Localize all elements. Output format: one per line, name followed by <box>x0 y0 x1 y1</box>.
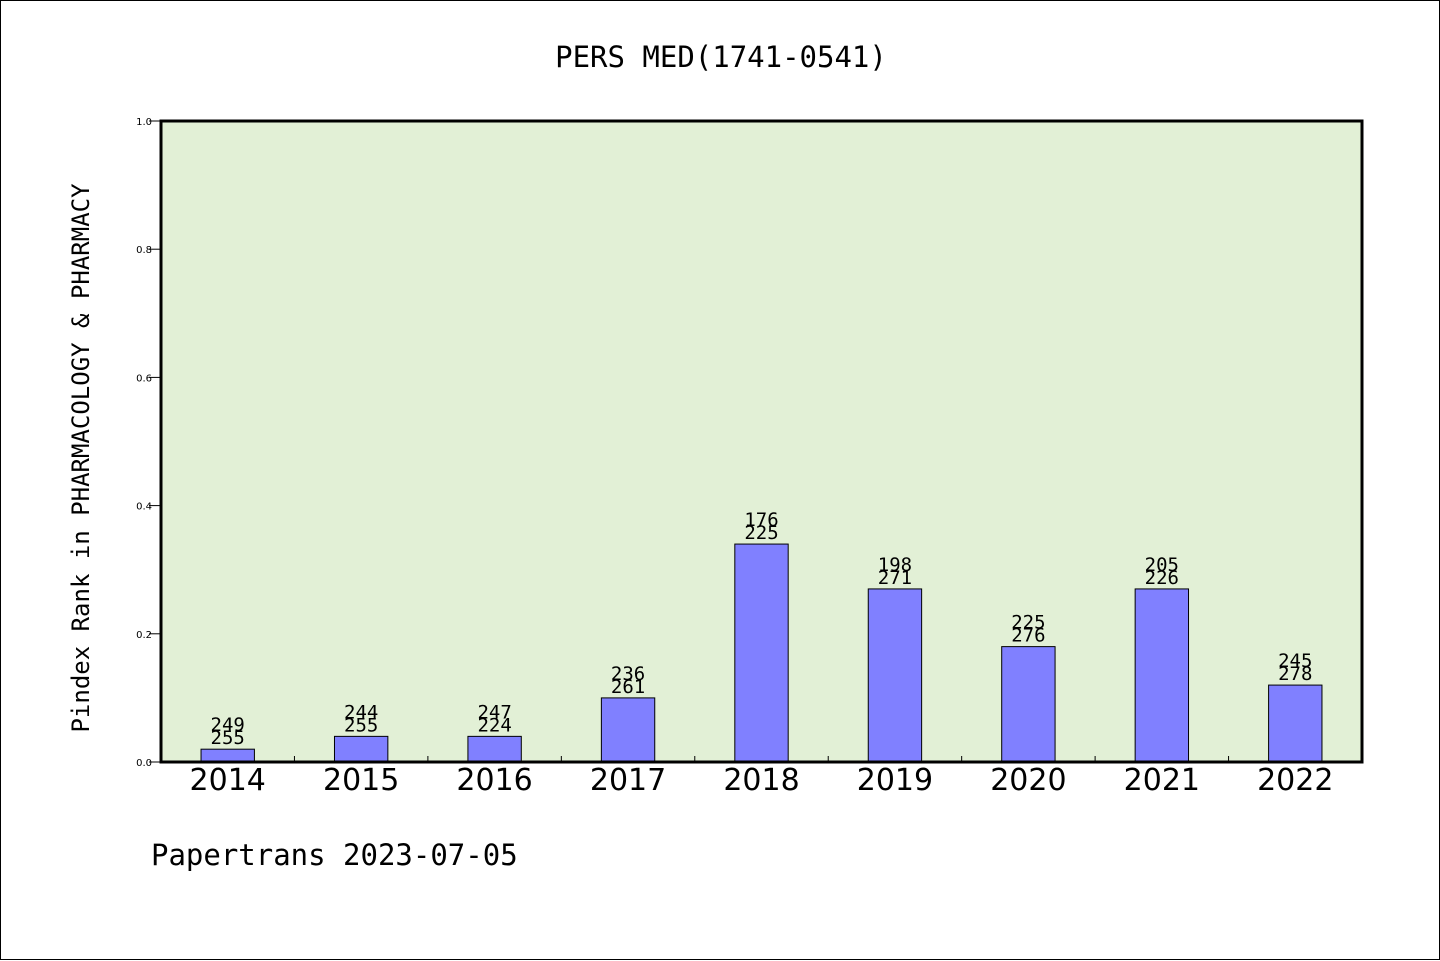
bar-label-bottom-2021: 226 <box>1145 567 1179 589</box>
bar-label-top-2016: 247 <box>477 701 511 723</box>
x-tick-label-2016: 2016 <box>456 763 532 798</box>
bar-2022 <box>1268 684 1323 763</box>
bar-label-top-2015: 244 <box>344 701 378 723</box>
bar-label-bottom-2018: 225 <box>744 522 778 544</box>
bars-group <box>200 543 1323 763</box>
y-tick-label: 0.4 <box>136 502 152 513</box>
y-axis-label: Pindex Rank in PHARMACOLOGY & PHARMACY <box>67 183 95 733</box>
chart-title: PERS MED(1741-0541) <box>555 40 887 74</box>
bar-label-bottom-2020: 276 <box>1011 625 1045 647</box>
y-tick-label: 0.6 <box>136 373 152 384</box>
bar-label-bottom-2016: 224 <box>477 714 511 736</box>
bar-2018 <box>734 543 789 763</box>
bar-2017 <box>600 697 656 763</box>
bar-label-bottom-2022: 278 <box>1278 663 1312 685</box>
bar-label-top-2017: 236 <box>611 663 645 685</box>
y-axis: 0.0 0.2 0.4 0.6 0.8 1.0 <box>136 117 161 769</box>
bar-label-top-2021: 205 <box>1145 554 1179 576</box>
bar-label-top-2022: 245 <box>1278 650 1312 672</box>
y-tick-label: 0.0 <box>136 758 152 769</box>
footer-credit: Papertrans 2023-07-05 <box>151 838 518 872</box>
bar-labels-group: 2492552442552472242362611762251982712252… <box>211 509 1313 749</box>
x-tick-label-2017: 2017 <box>590 763 666 798</box>
bar-2019 <box>867 588 923 763</box>
bar-2014 <box>200 748 255 763</box>
x-tick-label-2018: 2018 <box>723 763 799 798</box>
bar-label-bottom-2017: 261 <box>611 676 645 698</box>
bar-label-top-2014: 249 <box>211 714 245 736</box>
bar-label-top-2018: 176 <box>744 509 778 531</box>
bar-2015 <box>333 735 389 763</box>
x-tick-label-2015: 2015 <box>323 763 399 798</box>
bar-label-bottom-2015: 255 <box>344 714 378 736</box>
bar-label-bottom-2019: 271 <box>878 567 912 589</box>
bar-2020 <box>1001 646 1056 763</box>
x-axis: 2014 2015 2016 2017 2018 2019 2020 2021 2022 <box>190 756 1333 798</box>
y-tick-label: 0.2 <box>136 630 152 641</box>
x-tick-label-2014: 2014 <box>190 763 266 798</box>
bar-label-top-2020: 225 <box>1011 612 1045 634</box>
y-tick-label: 1.0 <box>136 117 152 128</box>
x-tick-label-2022: 2022 <box>1257 763 1333 798</box>
y-tick-label: 0.8 <box>136 245 152 256</box>
bar-label-bottom-2014: 255 <box>211 727 245 749</box>
x-tick-label-2019: 2019 <box>857 763 933 798</box>
x-tick-label-2021: 2021 <box>1124 763 1200 798</box>
x-tick-label-2020: 2020 <box>990 763 1066 798</box>
bar-label-top-2019: 198 <box>878 554 912 576</box>
plot-border <box>159 119 1364 764</box>
bar-2021 <box>1134 588 1190 763</box>
bar-2016 <box>467 735 522 763</box>
